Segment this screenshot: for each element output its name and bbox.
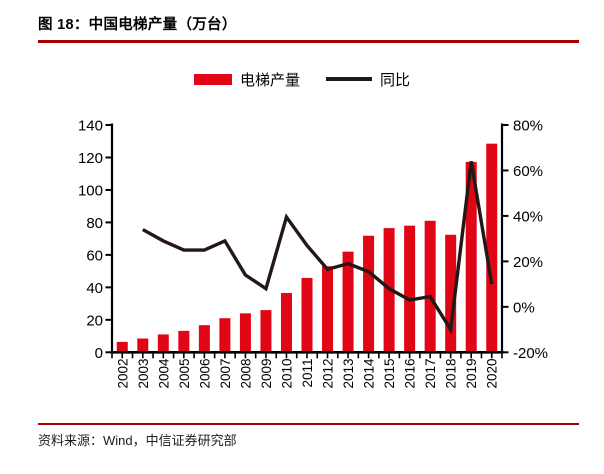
left-tick-label: 0 bbox=[95, 345, 103, 362]
bar bbox=[280, 293, 292, 353]
x-category-label: 2003 bbox=[136, 359, 151, 389]
left-tick-label: 40 bbox=[86, 280, 103, 297]
x-category-label: 2006 bbox=[197, 359, 212, 389]
x-category-label: 2008 bbox=[238, 359, 253, 389]
bar bbox=[260, 310, 272, 353]
source-text: 资料来源：Wind，中信证券研究部 bbox=[38, 433, 237, 448]
legend: 电梯产量 同比 bbox=[0, 69, 604, 89]
source-rule bbox=[38, 423, 579, 426]
legend-item-yoy: 同比 bbox=[326, 69, 410, 90]
legend-label-production: 电梯产量 bbox=[239, 71, 300, 89]
x-category-label: 2019 bbox=[464, 359, 479, 389]
figure-title: 图 18：中国电梯产量（万台） bbox=[38, 17, 237, 33]
left-tick-label: 60 bbox=[86, 247, 103, 264]
left-tick-label: 100 bbox=[78, 182, 103, 199]
yoy-line bbox=[141, 161, 494, 335]
bar-swatch-icon bbox=[193, 73, 232, 85]
x-category-label: 2020 bbox=[485, 359, 500, 389]
bar bbox=[116, 341, 128, 353]
right-tick-label: 80% bbox=[513, 118, 543, 135]
bar bbox=[445, 234, 457, 353]
x-category-label: 2009 bbox=[259, 359, 274, 389]
bar bbox=[322, 266, 334, 353]
x-category-label: 2014 bbox=[362, 358, 377, 389]
x-category-label: 2016 bbox=[403, 359, 418, 389]
x-category-label: 2015 bbox=[382, 359, 397, 389]
bar bbox=[342, 251, 354, 353]
x-category-label: 2010 bbox=[279, 359, 294, 389]
x-category-label: 2007 bbox=[218, 359, 233, 389]
bar bbox=[301, 277, 313, 353]
x-category-label: 2002 bbox=[115, 359, 130, 389]
bar bbox=[424, 220, 436, 353]
bar bbox=[137, 338, 149, 353]
right-tick-label: 0% bbox=[513, 299, 535, 316]
right-tick-label: 40% bbox=[513, 208, 543, 225]
x-category-label: 2011 bbox=[300, 359, 315, 388]
legend-label-yoy: 同比 bbox=[380, 71, 411, 89]
x-category-label: 2013 bbox=[341, 359, 356, 389]
legend-item-production: 电梯产量 bbox=[193, 69, 300, 90]
right-tick-label: 60% bbox=[513, 163, 543, 180]
line-swatch-icon bbox=[326, 77, 372, 81]
bar bbox=[219, 318, 231, 353]
x-category-label: 2012 bbox=[321, 359, 336, 389]
bar bbox=[404, 225, 416, 353]
x-category-label: 2018 bbox=[444, 359, 459, 389]
left-tick-label: 20 bbox=[86, 312, 103, 329]
bar bbox=[486, 143, 498, 353]
x-category-label: 2005 bbox=[177, 359, 192, 389]
bar bbox=[157, 334, 169, 353]
x-category-label: 2004 bbox=[156, 358, 171, 389]
left-tick-label: 120 bbox=[78, 150, 103, 167]
bar bbox=[465, 161, 477, 353]
left-tick-label: 80 bbox=[86, 215, 103, 232]
left-tick-label: 140 bbox=[78, 118, 103, 135]
title-rule bbox=[38, 40, 579, 43]
right-tick-label: -20% bbox=[513, 345, 548, 362]
bar bbox=[198, 325, 210, 353]
bar bbox=[239, 313, 251, 353]
right-tick-label: 20% bbox=[513, 254, 543, 271]
x-category-label: 2017 bbox=[423, 359, 438, 389]
bar bbox=[178, 330, 190, 353]
bar bbox=[363, 235, 375, 353]
